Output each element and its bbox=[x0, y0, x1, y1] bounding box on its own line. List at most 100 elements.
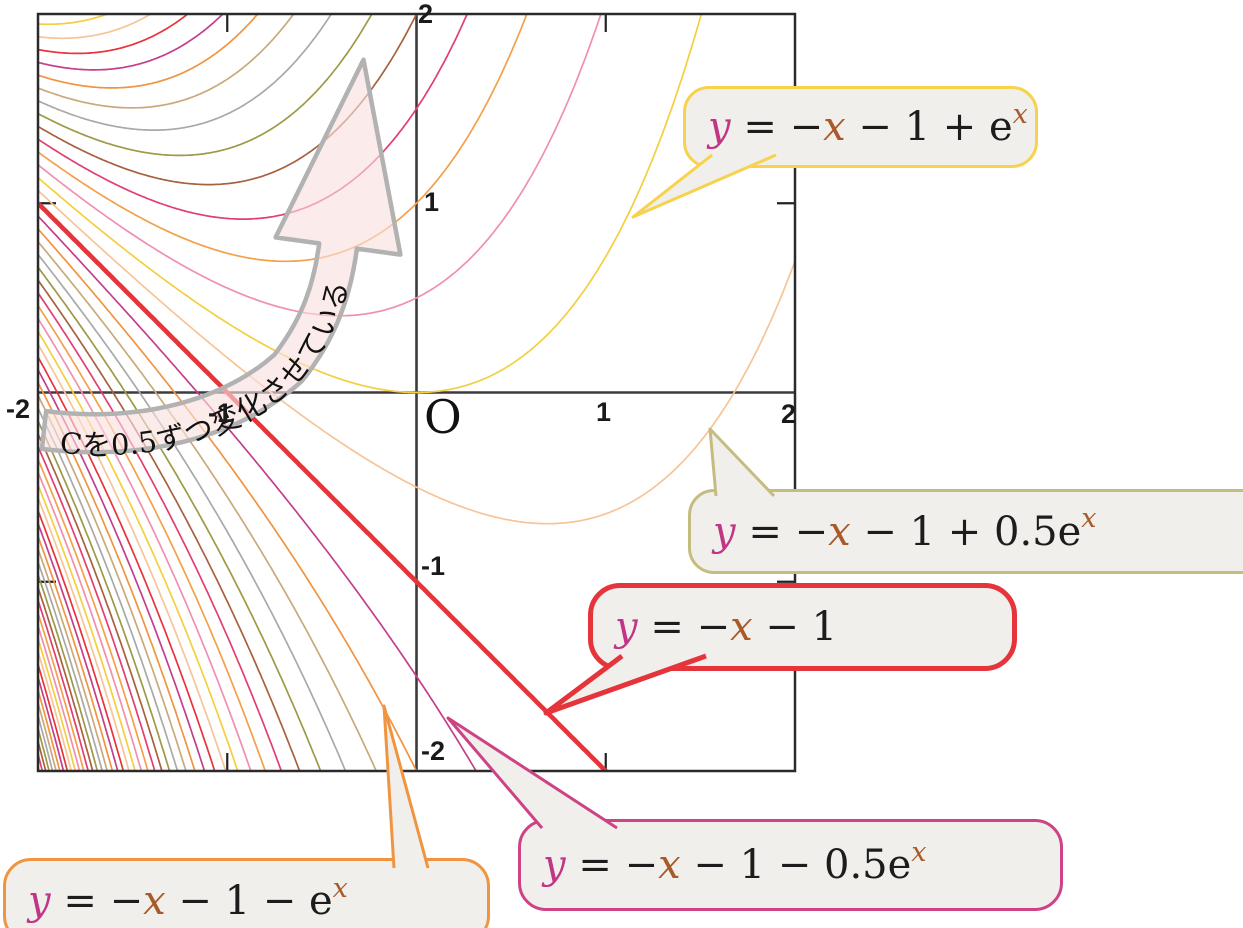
function-curve bbox=[39, 677, 65, 770]
function-curve bbox=[39, 15, 417, 186]
formula-y: y bbox=[543, 842, 566, 888]
function-curve bbox=[39, 292, 282, 770]
function-curve bbox=[39, 459, 149, 770]
function-curve bbox=[39, 15, 294, 109]
formula-eq: = bbox=[50, 878, 110, 924]
function-curve bbox=[39, 639, 76, 770]
formula-minus: − bbox=[109, 878, 144, 924]
function-curve bbox=[39, 433, 163, 770]
function-curve bbox=[39, 651, 72, 770]
formula-eq: = bbox=[637, 604, 697, 650]
function-curve bbox=[39, 485, 136, 770]
formula-exponent: x bbox=[1081, 503, 1097, 534]
function-curve bbox=[39, 600, 89, 770]
origin-label: O bbox=[424, 390, 462, 444]
function-curve bbox=[39, 241, 377, 770]
formula-y: y bbox=[28, 878, 51, 924]
formula-eq: = bbox=[565, 842, 625, 888]
function-curve bbox=[39, 690, 61, 770]
formula-minus: − bbox=[624, 842, 659, 888]
function-curve bbox=[39, 382, 196, 770]
function-curve bbox=[39, 408, 179, 770]
y-tick-label-pos1: 1 bbox=[424, 187, 440, 217]
function-curve bbox=[39, 318, 252, 770]
function-curve bbox=[39, 498, 130, 770]
function-curve bbox=[39, 15, 702, 394]
formula-const: − 1 bbox=[680, 842, 766, 888]
function-curve bbox=[39, 664, 69, 770]
function-curve bbox=[39, 626, 81, 770]
callout-c-zero: y = − x − 1 bbox=[588, 583, 1017, 671]
function-curve bbox=[39, 446, 156, 770]
formula-const: − 1 bbox=[752, 604, 838, 650]
x-tick-label-neg2: -2 bbox=[6, 394, 31, 424]
formula-minus: − bbox=[794, 508, 829, 555]
formula-y: y bbox=[713, 508, 736, 555]
formula-tail: + 0.5e bbox=[935, 508, 1082, 555]
formula-x: x bbox=[730, 604, 753, 650]
formula-x: x bbox=[823, 104, 846, 150]
function-curve bbox=[39, 549, 108, 770]
x-tick-label-neg1: -1 bbox=[208, 398, 233, 428]
y-tick-label-neg2: -2 bbox=[421, 736, 446, 766]
formula-const: − 1 bbox=[165, 878, 251, 924]
formula-minus: − bbox=[696, 604, 731, 650]
formula-x: x bbox=[828, 508, 851, 555]
formula-minus: − bbox=[789, 104, 824, 150]
function-curve bbox=[39, 523, 119, 770]
function-curve bbox=[39, 254, 347, 770]
function-curve bbox=[39, 15, 259, 89]
x-tick-label-pos2: 2 bbox=[781, 399, 797, 429]
function-curve bbox=[39, 395, 187, 770]
function-curve bbox=[39, 587, 94, 770]
function-curve bbox=[39, 472, 143, 770]
formula-y: y bbox=[615, 604, 638, 650]
function-curve bbox=[39, 613, 85, 770]
formula-eq: = bbox=[735, 508, 795, 555]
function-curve bbox=[39, 15, 107, 26]
formula-exponent: x bbox=[911, 836, 927, 868]
function-curve bbox=[39, 228, 417, 770]
formula-const: − 1 bbox=[845, 104, 931, 150]
formula-y: y bbox=[708, 104, 731, 150]
function-curve bbox=[39, 15, 151, 40]
function-curve bbox=[39, 703, 57, 770]
formula-tail: − 0.5e bbox=[765, 842, 912, 888]
y-tick-label-pos2: 2 bbox=[418, 0, 434, 29]
function-curve bbox=[39, 574, 98, 770]
formula-x: x bbox=[143, 878, 166, 924]
function-curve bbox=[39, 15, 332, 131]
function-curve bbox=[39, 510, 124, 770]
function-curve bbox=[39, 215, 477, 770]
callout-c-neg05: y = − x − 1 − 0.5e x bbox=[518, 819, 1063, 911]
formula-tail: − e bbox=[250, 878, 333, 924]
function-curve bbox=[39, 267, 322, 770]
function-curve bbox=[39, 562, 103, 770]
function-curve bbox=[39, 15, 373, 157]
function-curve bbox=[38, 0, 288, 11]
c-variation-arrow-shape bbox=[39, 57, 403, 455]
formula-eq: = bbox=[730, 104, 790, 150]
c-variation-arrow bbox=[39, 57, 403, 455]
function-curve bbox=[39, 190, 794, 525]
function-curve bbox=[39, 15, 602, 317]
function-curve bbox=[39, 15, 188, 55]
function-curve bbox=[39, 305, 266, 770]
formula-const: − 1 bbox=[850, 508, 936, 555]
x-tick-label-pos1: 1 bbox=[596, 397, 612, 427]
function-curve bbox=[39, 421, 171, 770]
function-curve bbox=[39, 536, 114, 770]
function-curve-base bbox=[39, 201, 609, 770]
formula-tail: + e bbox=[930, 104, 1013, 150]
formula-exponent: x bbox=[332, 872, 348, 904]
formula-exponent: x bbox=[1012, 98, 1028, 130]
callout-c-pos05: y = − x − 1 + 0.5e x bbox=[688, 489, 1243, 574]
function-curve bbox=[39, 715, 54, 770]
function-curve bbox=[39, 280, 301, 770]
function-curve bbox=[39, 15, 224, 71]
formula-x: x bbox=[658, 842, 681, 888]
